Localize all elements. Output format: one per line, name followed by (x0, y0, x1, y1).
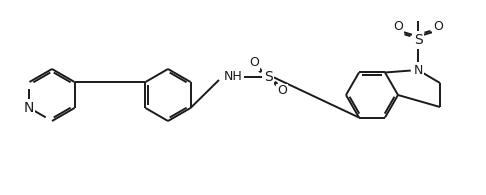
Text: S: S (414, 33, 422, 47)
Text: NH: NH (224, 71, 243, 83)
Text: S: S (263, 70, 272, 84)
Text: O: O (249, 57, 259, 69)
Text: N: N (413, 64, 423, 76)
Text: O: O (433, 20, 443, 34)
Text: O: O (393, 20, 403, 34)
Text: O: O (277, 84, 287, 98)
Text: N: N (23, 101, 34, 115)
